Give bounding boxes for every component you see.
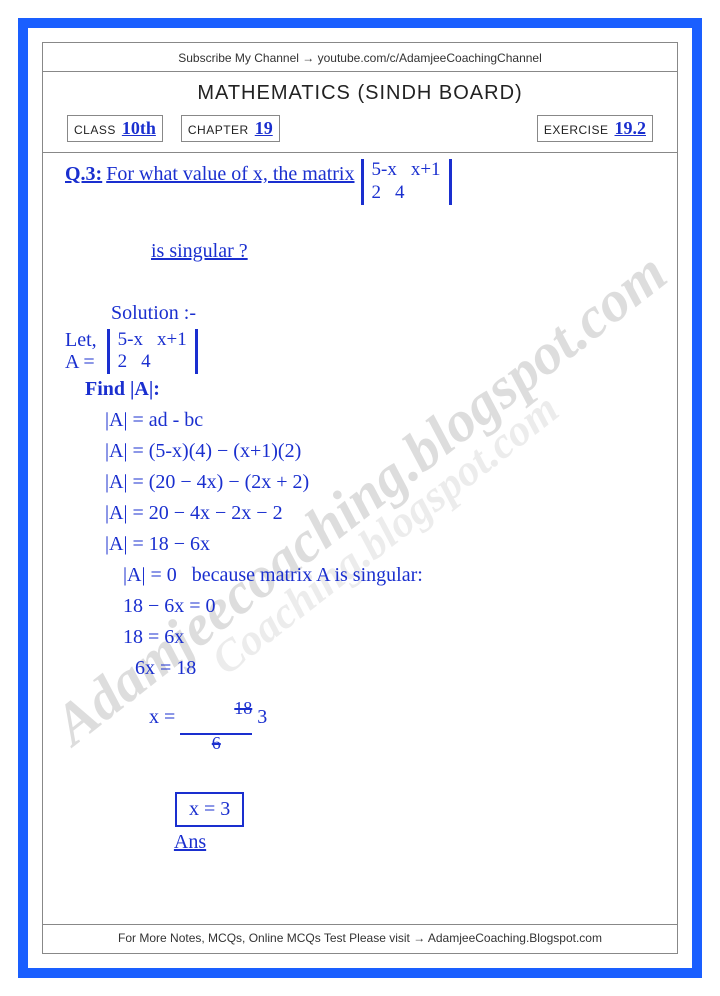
step-5: |A| = 18 − 6x (65, 529, 655, 560)
matrix-r1c1: 5-x (372, 159, 397, 182)
question-line-1: Q.3: For what value of x, the matrix 5-x… (65, 159, 655, 205)
chapter-value: 19 (255, 118, 273, 139)
matrix-r1c2: x+1 (411, 159, 441, 182)
simplified-3: 3 (252, 702, 267, 733)
a-r2c1: 2 (118, 351, 128, 374)
answer-line: x = 3 Ans (65, 761, 655, 889)
a-r1c1: 5-x (118, 329, 143, 352)
class-value: 10th (122, 118, 156, 139)
exercise-box: EXERCISE 19.2 (537, 115, 653, 142)
answer-label: Ans (174, 831, 206, 853)
step-1: |A| = ad - bc (65, 405, 655, 436)
meta-row: CLASS 10th CHAPTER 19 EXERCISE 19.2 (43, 115, 677, 150)
question-cont: is singular ? (65, 205, 655, 298)
x-equals: x = (149, 702, 180, 733)
matrix-r2c1: 2 (372, 182, 382, 205)
question-cont-text: is singular ? (151, 240, 248, 262)
chapter-box: CHAPTER 19 (181, 115, 280, 142)
step-6: |A| = 0 because matrix A is singular: (65, 560, 655, 591)
question-matrix: 5-x x+1 2 4 (361, 159, 452, 205)
step-3: |A| = (20 − 4x) − (2x + 2) (65, 467, 655, 498)
outer-frame: Subscribe My Channel → youtube.com/c/Ada… (18, 18, 702, 978)
subscribe-line: Subscribe My Channel → youtube.com/c/Ada… (43, 51, 677, 72)
class-label: CLASS (74, 123, 116, 137)
matrix-r2c2: 4 (395, 182, 405, 205)
a-matrix: 5-x x+1 2 4 (107, 329, 198, 375)
page: Subscribe My Channel → youtube.com/c/Ada… (42, 42, 678, 954)
frac-num-strike: 18 (234, 698, 252, 718)
let-line: Let, A = 5-x x+1 2 4 (65, 329, 655, 375)
content-area: Q.3: For what value of x, the matrix 5-x… (43, 153, 677, 924)
question-number: Q.3: (65, 159, 102, 190)
step-8: 18 = 6x (65, 622, 655, 653)
step-10: x = 18 6 3 (65, 684, 655, 751)
step-2: |A| = (5-x)(4) − (x+1)(2) (65, 436, 655, 467)
exercise-value: 19.2 (615, 118, 647, 139)
find-line: Find |A|: (65, 374, 655, 405)
a-r2c2: 4 (141, 351, 151, 374)
answer-box: x = 3 (175, 792, 244, 827)
let-label: Let, (65, 329, 97, 351)
step-7: 18 − 6x = 0 (65, 591, 655, 622)
question-text: For what value of x, the matrix (106, 159, 354, 190)
page-title: MATHEMATICS (SINDH BOARD) (43, 72, 677, 115)
solution-heading: Solution :- (65, 298, 655, 329)
a-equals: A = (65, 351, 97, 373)
class-box: CLASS 10th (67, 115, 163, 142)
frac-den: 6 (180, 735, 252, 751)
frac-num: 18 (180, 684, 252, 735)
footer-line: For More Notes, MCQs, Online MCQs Test P… (43, 924, 677, 945)
step-4: |A| = 20 − 4x − 2x − 2 (65, 498, 655, 529)
chapter-label: CHAPTER (188, 123, 249, 137)
a-r1c2: x+1 (157, 329, 187, 352)
step-9: 6x = 18 (65, 653, 655, 684)
exercise-label: EXERCISE (544, 123, 609, 137)
